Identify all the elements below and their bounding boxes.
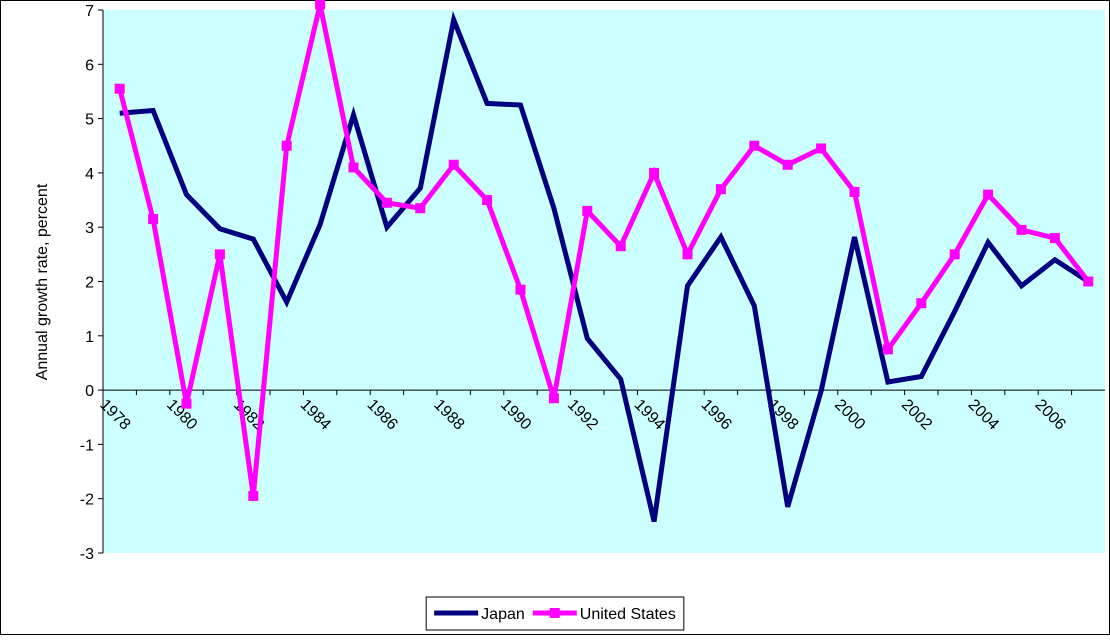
legend-marker	[549, 608, 560, 618]
y-tick-label: 6	[85, 57, 94, 74]
series-marker	[582, 205, 593, 216]
y-tick-label: -1	[80, 437, 94, 454]
series-marker	[782, 159, 793, 170]
series-marker	[916, 298, 927, 309]
legend-label: Japan	[481, 606, 525, 623]
y-axis-label: Annual growth rate, percent	[34, 183, 51, 380]
series-marker	[148, 214, 159, 225]
series-marker	[715, 184, 726, 195]
series-marker	[114, 83, 125, 94]
series-marker	[548, 393, 559, 404]
series-marker	[281, 140, 292, 151]
series-marker	[482, 195, 493, 206]
y-tick-label: -3	[80, 546, 94, 563]
series-marker	[214, 249, 225, 260]
series-marker	[348, 162, 359, 173]
series-marker	[882, 344, 893, 355]
y-tick-label: 0	[85, 383, 94, 400]
series-marker	[181, 398, 192, 409]
y-tick-label: -2	[80, 492, 94, 509]
series-marker	[248, 490, 259, 501]
series-marker	[315, 0, 326, 10]
series-marker	[949, 249, 960, 260]
y-tick-label: 2	[85, 275, 94, 292]
series-marker	[749, 140, 760, 151]
series-marker	[649, 167, 660, 178]
series-marker	[682, 249, 693, 260]
series-line	[119, 11, 1090, 523]
series-marker	[849, 186, 860, 197]
series-marker	[1083, 276, 1094, 287]
y-tick-label: 4	[85, 166, 94, 183]
y-tick-label: 7	[85, 3, 94, 20]
y-tick-label: 3	[85, 220, 94, 237]
series-line	[117, 4, 1091, 497]
series-marker	[415, 203, 426, 214]
series-marker	[1016, 224, 1027, 235]
legend-label: United States	[580, 606, 676, 623]
y-tick-label: 1	[85, 329, 94, 346]
series-marker	[1049, 233, 1060, 244]
legend: Japan United States	[425, 596, 685, 631]
series-marker	[448, 159, 459, 170]
series-marker	[983, 189, 994, 200]
series-marker	[615, 241, 626, 252]
series-marker	[515, 284, 526, 295]
y-tick-label: 5	[85, 112, 94, 129]
series-marker	[381, 197, 392, 208]
series-marker	[816, 143, 827, 154]
